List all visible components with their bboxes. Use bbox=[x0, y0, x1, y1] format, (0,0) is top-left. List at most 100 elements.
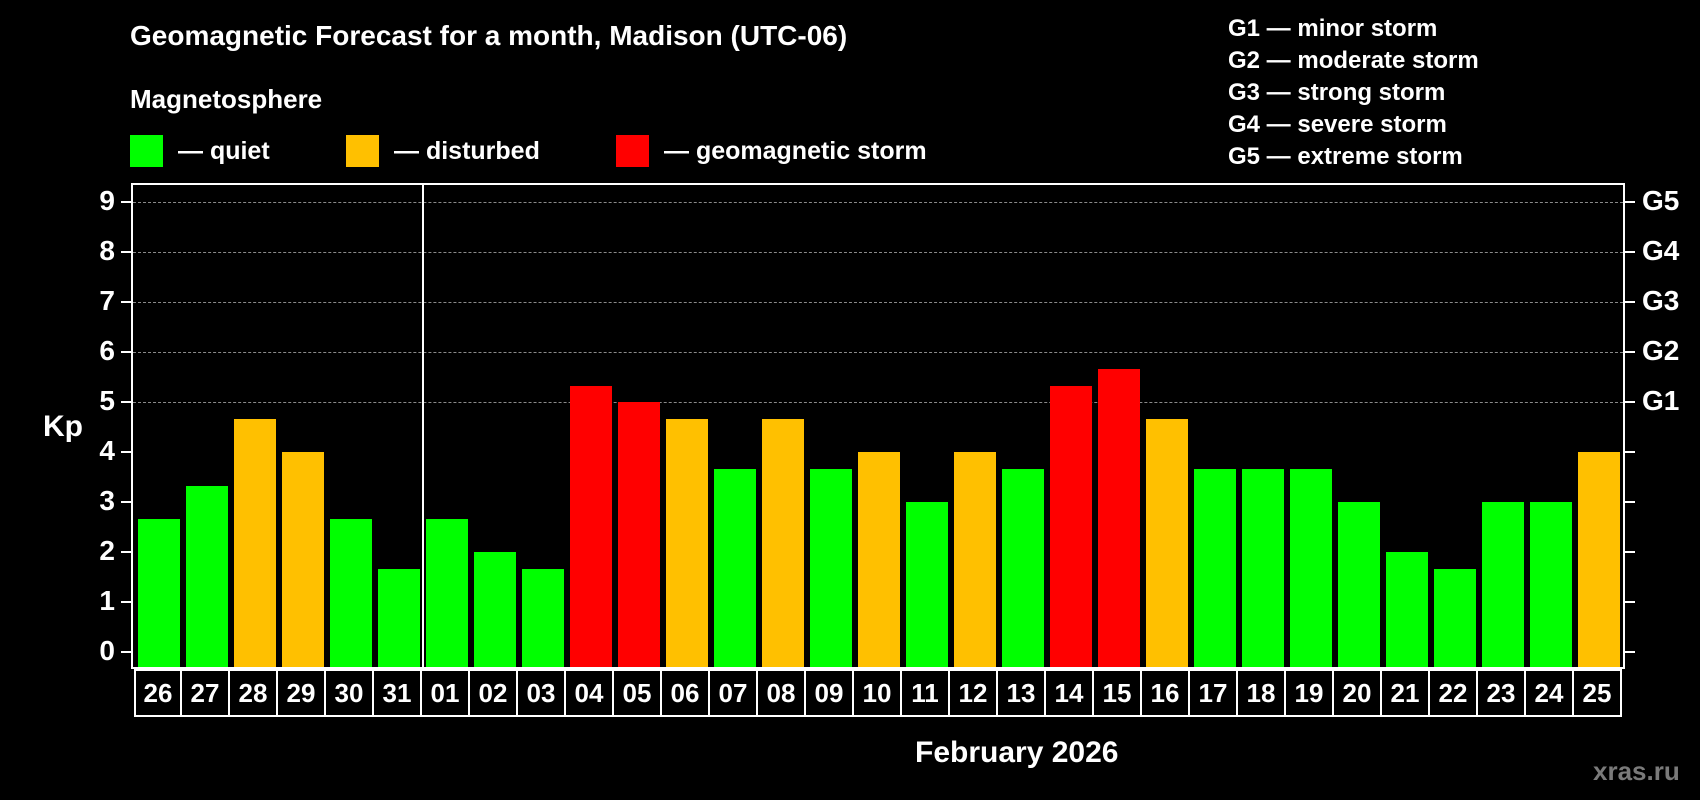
y-tick-right bbox=[1625, 651, 1635, 653]
y-tick-right bbox=[1625, 301, 1635, 303]
y-tick-right bbox=[1625, 601, 1635, 603]
date-cell: 22 bbox=[1430, 669, 1478, 717]
y-tick-label: 7 bbox=[99, 285, 115, 316]
disturbed-swatch-icon bbox=[346, 135, 379, 167]
y-tick-label: 0 bbox=[99, 635, 115, 666]
kp-bar bbox=[186, 486, 228, 667]
date-cell: 30 bbox=[326, 669, 374, 717]
kp-bar bbox=[1002, 469, 1044, 667]
date-cell: 31 bbox=[374, 669, 422, 717]
kp-bar bbox=[1578, 452, 1620, 667]
storm-swatch-icon bbox=[616, 135, 649, 167]
kp-bar bbox=[1530, 502, 1572, 667]
y-tick bbox=[121, 651, 131, 653]
date-cell: 07 bbox=[710, 669, 758, 717]
kp-bar bbox=[378, 569, 420, 667]
gridline bbox=[133, 202, 1623, 203]
y-tick-right bbox=[1625, 251, 1635, 253]
legend-quiet: — quiet bbox=[130, 135, 270, 167]
kp-bar bbox=[1434, 569, 1476, 667]
g4-description: G4 — severe storm bbox=[1228, 111, 1447, 138]
kp-bar bbox=[474, 552, 516, 667]
y-tick-label: 1 bbox=[99, 585, 115, 616]
kp-bar bbox=[954, 452, 996, 667]
date-cell: 03 bbox=[518, 669, 566, 717]
g3-description: G3 — strong storm bbox=[1228, 79, 1446, 106]
y-tick-label: 2 bbox=[99, 535, 115, 566]
y-tick bbox=[121, 351, 131, 353]
y-tick-label: 5 bbox=[99, 385, 115, 416]
y-tick-label: 3 bbox=[99, 485, 115, 516]
kp-bar bbox=[810, 469, 852, 667]
y-tick bbox=[121, 301, 131, 303]
legend-disturbed-label: — disturbed bbox=[394, 136, 540, 165]
y-axis-label: Kp bbox=[43, 410, 83, 443]
date-cell: 29 bbox=[278, 669, 326, 717]
y-tick-label: 8 bbox=[99, 235, 115, 266]
kp-bar bbox=[1482, 502, 1524, 667]
kp-bar bbox=[1386, 552, 1428, 667]
y-tick bbox=[121, 501, 131, 503]
g-level-label: G5 bbox=[1642, 185, 1680, 216]
gridline bbox=[133, 252, 1623, 253]
legend-disturbed: — disturbed bbox=[346, 135, 540, 167]
kp-bar bbox=[714, 469, 756, 667]
date-cell: 06 bbox=[662, 669, 710, 717]
kp-bar bbox=[666, 419, 708, 667]
y-tick-label: 6 bbox=[99, 335, 115, 366]
date-cell: 25 bbox=[1574, 669, 1622, 717]
kp-bar bbox=[1146, 419, 1188, 667]
date-cell: 19 bbox=[1286, 669, 1334, 717]
date-cell: 24 bbox=[1526, 669, 1574, 717]
date-cell: 10 bbox=[854, 669, 902, 717]
quiet-swatch-icon bbox=[130, 135, 163, 167]
date-cell: 26 bbox=[134, 669, 182, 717]
date-cell: 21 bbox=[1382, 669, 1430, 717]
kp-bar bbox=[1242, 469, 1284, 667]
date-cell: 27 bbox=[182, 669, 230, 717]
kp-bar bbox=[1098, 369, 1140, 667]
kp-bar bbox=[282, 452, 324, 667]
date-cell: 05 bbox=[614, 669, 662, 717]
watermark: xras.ru bbox=[1593, 756, 1680, 786]
y-tick bbox=[121, 201, 131, 203]
x-axis-label: February 2026 bbox=[915, 736, 1119, 769]
date-cell: 15 bbox=[1094, 669, 1142, 717]
date-cell: 13 bbox=[998, 669, 1046, 717]
g2-description: G2 — moderate storm bbox=[1228, 47, 1479, 74]
g-level-label: G2 bbox=[1642, 335, 1680, 366]
legend-storm: — geomagnetic storm bbox=[616, 135, 927, 167]
y-tick bbox=[121, 601, 131, 603]
month-divider bbox=[422, 183, 424, 669]
g-scale-legend: G1 — minor storm G2 — moderate storm G3 … bbox=[1228, 13, 1479, 173]
date-cell: 12 bbox=[950, 669, 998, 717]
date-cell: 11 bbox=[902, 669, 950, 717]
date-cell: 17 bbox=[1190, 669, 1238, 717]
date-cell: 04 bbox=[566, 669, 614, 717]
plot-frame bbox=[131, 183, 1625, 669]
gridline bbox=[133, 302, 1623, 303]
y-tick-right bbox=[1625, 501, 1635, 503]
y-tick-label: 9 bbox=[99, 185, 115, 216]
date-cell: 20 bbox=[1334, 669, 1382, 717]
y-tick bbox=[121, 451, 131, 453]
kp-bar bbox=[234, 419, 276, 667]
date-cell: 18 bbox=[1238, 669, 1286, 717]
g-level-label: G4 bbox=[1642, 235, 1680, 266]
kp-bar bbox=[906, 502, 948, 667]
magnetosphere-heading: Magnetosphere bbox=[130, 84, 323, 114]
g-level-label: G3 bbox=[1642, 285, 1680, 316]
date-cell: 14 bbox=[1046, 669, 1094, 717]
legend-storm-label: — geomagnetic storm bbox=[664, 136, 927, 165]
kp-bar bbox=[618, 402, 660, 667]
date-cell: 23 bbox=[1478, 669, 1526, 717]
y-tick-right bbox=[1625, 401, 1635, 403]
date-cell: 08 bbox=[758, 669, 806, 717]
g1-description: G1 — minor storm bbox=[1228, 15, 1438, 42]
kp-bar bbox=[1290, 469, 1332, 667]
kp-bar bbox=[1194, 469, 1236, 667]
y-tick-right bbox=[1625, 551, 1635, 553]
g5-description: G5 — extreme storm bbox=[1228, 143, 1463, 170]
date-cell: 28 bbox=[230, 669, 278, 717]
kp-bar bbox=[330, 519, 372, 667]
